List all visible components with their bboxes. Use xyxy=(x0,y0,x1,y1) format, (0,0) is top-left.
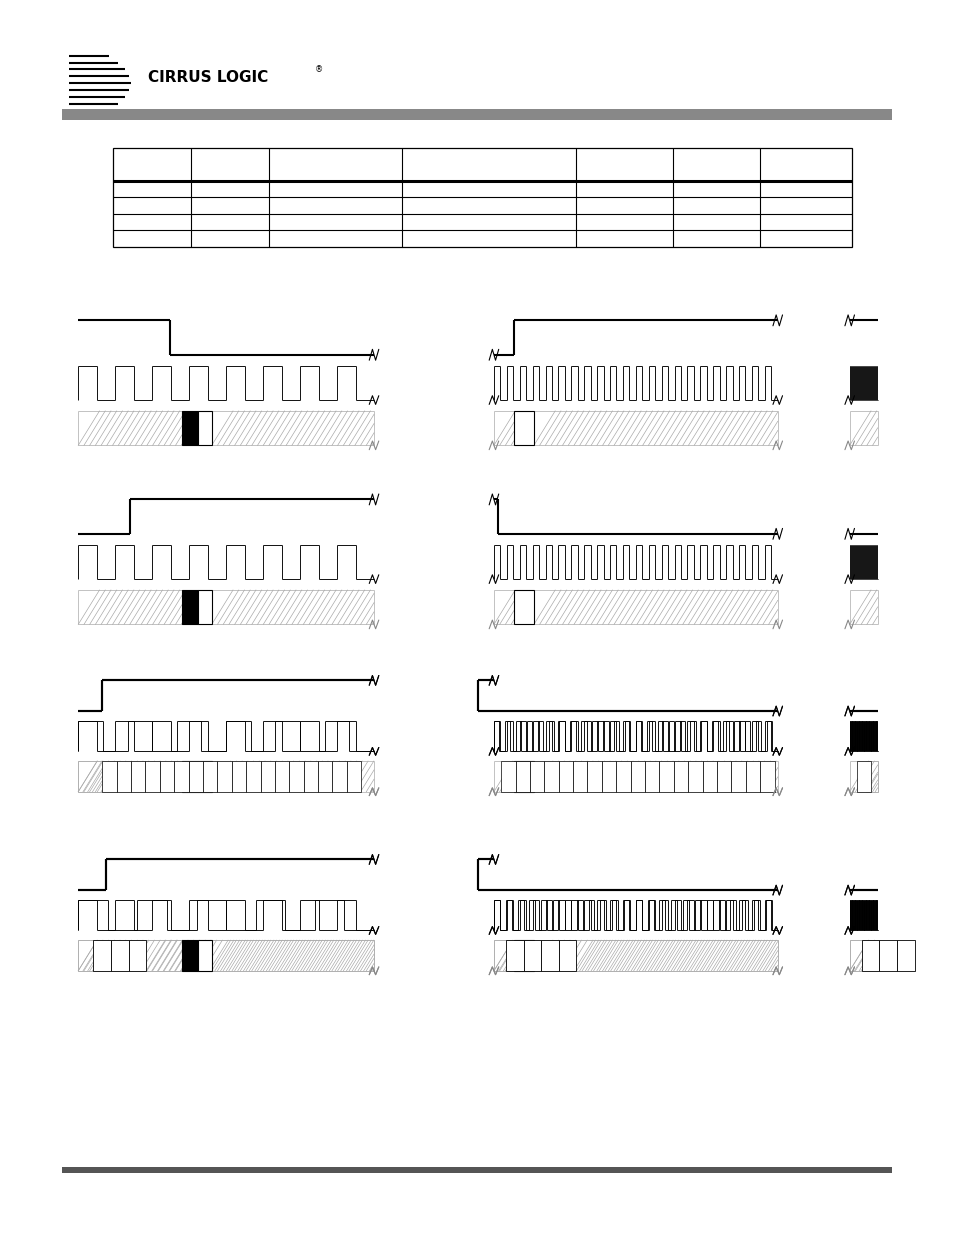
Bar xyxy=(540,940,558,971)
Bar xyxy=(62,109,891,120)
Bar xyxy=(523,940,540,971)
Bar xyxy=(673,761,687,792)
Bar xyxy=(544,761,558,792)
Text: ®: ® xyxy=(314,64,323,74)
Bar xyxy=(182,411,198,446)
Bar xyxy=(515,761,529,792)
Bar xyxy=(217,761,232,792)
Bar xyxy=(500,761,515,792)
Bar xyxy=(112,148,851,247)
Bar xyxy=(182,940,198,971)
Bar xyxy=(232,761,246,792)
Bar xyxy=(182,590,198,625)
Bar xyxy=(879,940,896,971)
Bar xyxy=(514,590,534,625)
Bar xyxy=(303,761,317,792)
Bar xyxy=(616,761,630,792)
Bar xyxy=(601,761,616,792)
Bar xyxy=(129,940,146,971)
Bar xyxy=(111,940,129,971)
Bar xyxy=(102,761,116,792)
Bar xyxy=(198,940,212,971)
Text: CIRRUS LOGIC: CIRRUS LOGIC xyxy=(148,70,268,85)
Bar xyxy=(159,761,174,792)
Bar xyxy=(514,411,534,446)
Bar xyxy=(198,590,212,625)
Bar xyxy=(116,761,131,792)
Bar xyxy=(587,761,601,792)
Bar xyxy=(558,940,576,971)
Bar xyxy=(644,761,659,792)
Bar xyxy=(174,761,189,792)
Bar xyxy=(760,761,774,792)
Bar xyxy=(246,761,260,792)
Bar xyxy=(558,761,573,792)
Bar xyxy=(131,761,145,792)
Bar xyxy=(198,761,212,792)
Bar xyxy=(861,940,879,971)
Bar xyxy=(182,761,198,792)
Bar xyxy=(505,940,523,971)
Bar xyxy=(529,761,544,792)
Bar xyxy=(62,1167,891,1173)
Bar xyxy=(514,761,534,792)
Bar xyxy=(701,761,717,792)
Bar xyxy=(93,940,111,971)
Bar xyxy=(274,761,289,792)
Bar xyxy=(573,761,587,792)
Bar xyxy=(189,761,203,792)
Bar xyxy=(731,761,745,792)
Bar xyxy=(514,940,534,971)
Bar xyxy=(630,761,644,792)
Bar xyxy=(289,761,303,792)
Bar xyxy=(198,411,212,446)
Bar xyxy=(145,761,159,792)
Bar xyxy=(317,761,332,792)
Bar xyxy=(856,761,870,792)
Bar xyxy=(896,940,914,971)
Bar xyxy=(659,761,673,792)
Bar xyxy=(745,761,760,792)
Bar xyxy=(717,761,731,792)
Bar xyxy=(260,761,274,792)
Bar xyxy=(347,761,361,792)
Bar xyxy=(332,761,347,792)
Bar xyxy=(203,761,217,792)
Bar xyxy=(687,761,701,792)
